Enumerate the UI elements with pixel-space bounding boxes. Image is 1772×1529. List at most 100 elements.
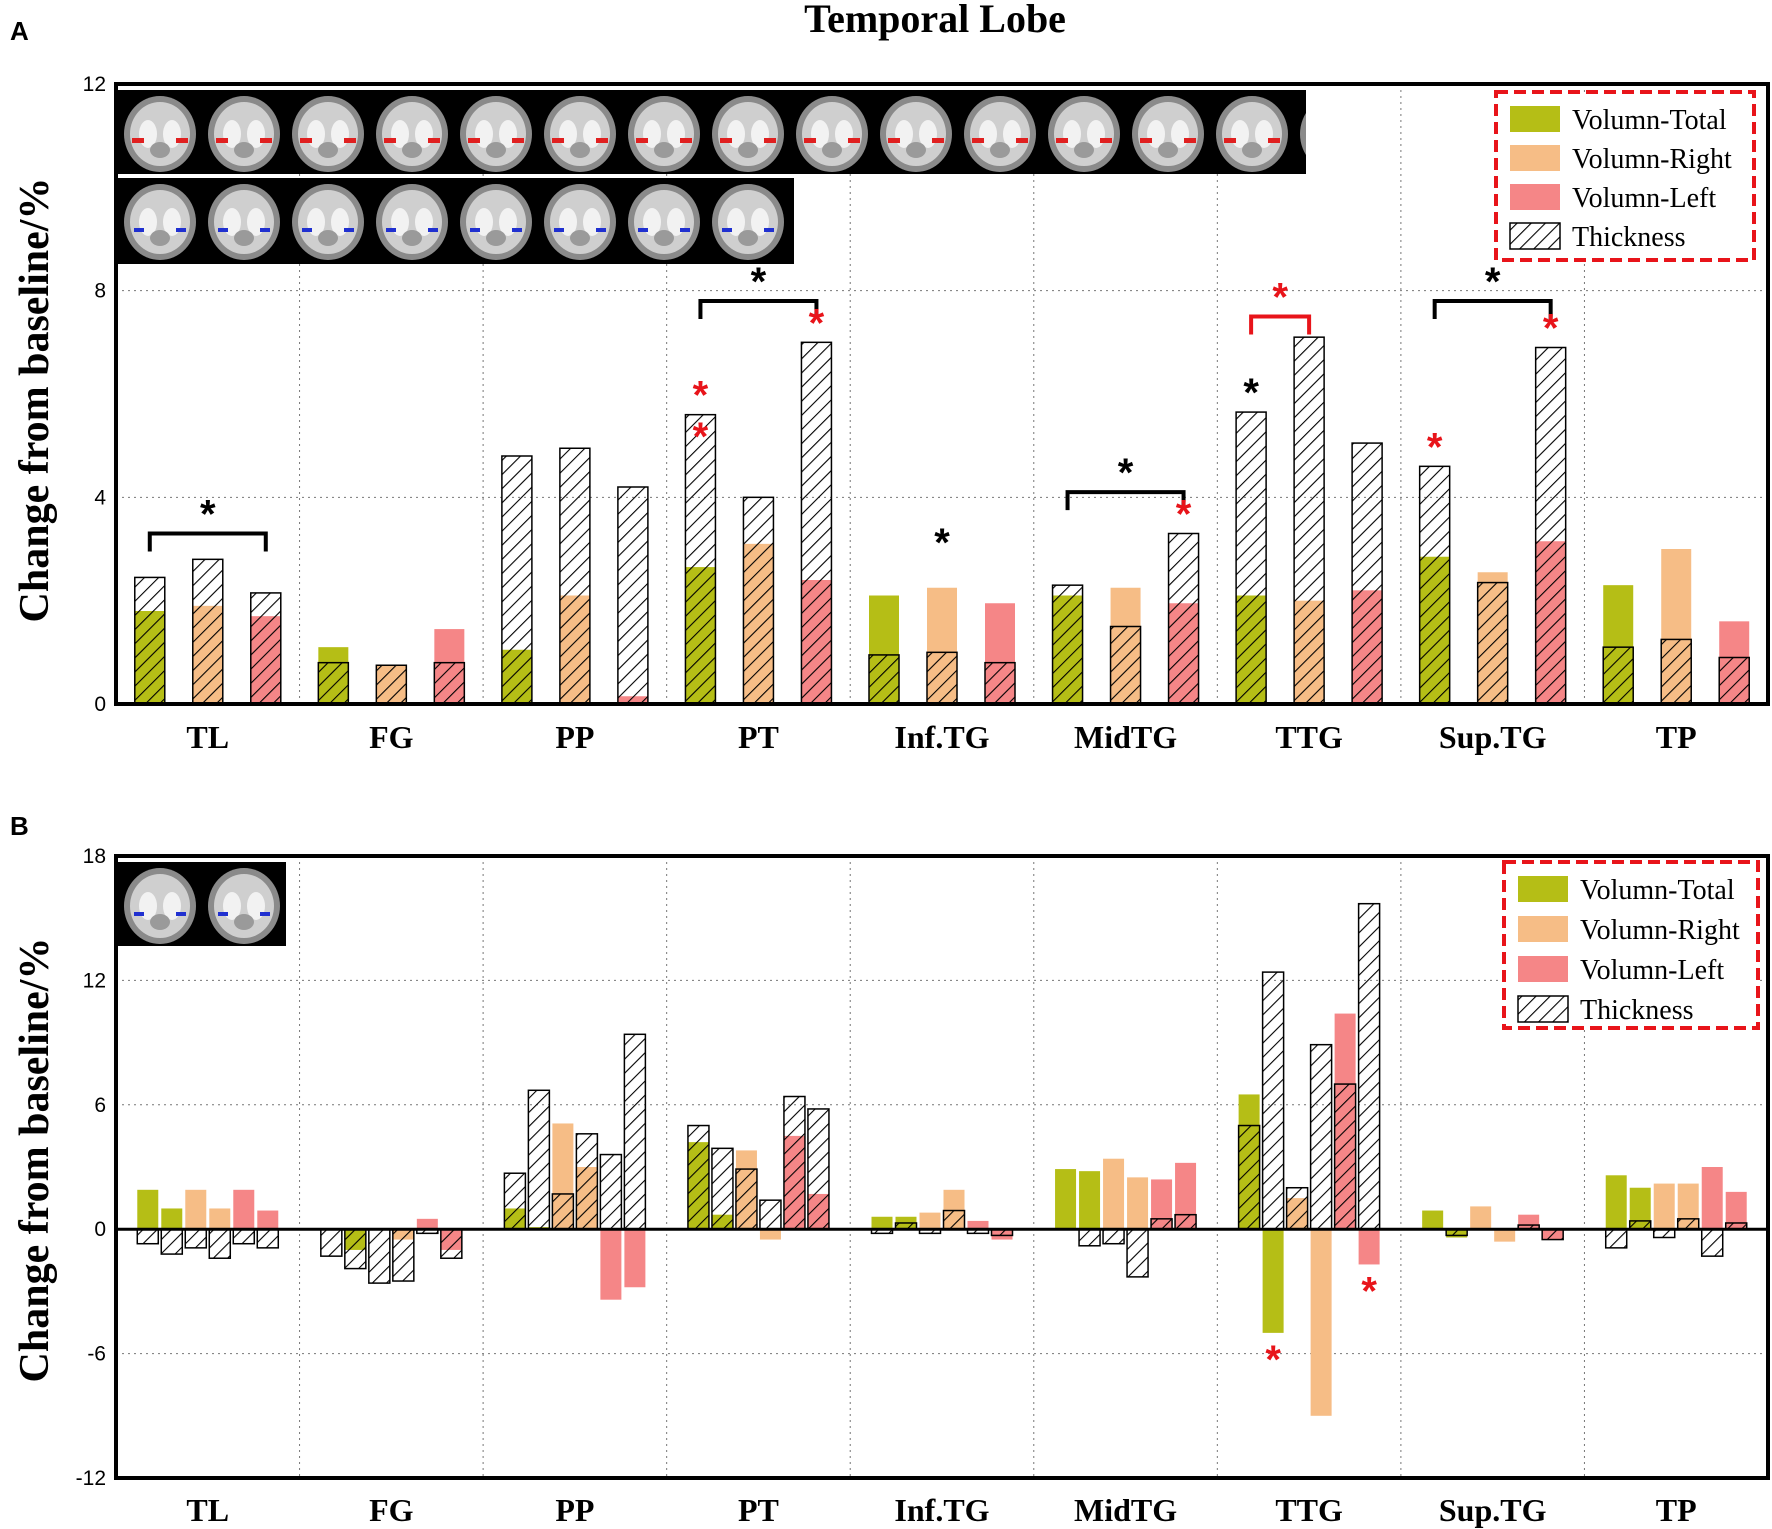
x-category-label: PT [738, 1492, 779, 1528]
x-category-label: PT [738, 719, 779, 755]
bar-volume [600, 1229, 622, 1300]
bar-thickness [1150, 1218, 1173, 1230]
bar-thickness [344, 1228, 367, 1270]
significance-bracket [1249, 314, 1312, 335]
bar-thickness [1534, 346, 1567, 705]
significance-star: * [1361, 1269, 1377, 1313]
bar-thickness [1167, 532, 1200, 705]
bar-volume [1175, 1162, 1197, 1230]
bar-volume [1310, 1229, 1332, 1416]
significance-star: * [1427, 425, 1443, 469]
y-tick-label: -6 [87, 1343, 106, 1366]
x-category-label: Inf.TG [894, 719, 989, 755]
significance-star: * [751, 260, 767, 304]
significance-star: * [934, 521, 950, 565]
bar-volume [1055, 1169, 1077, 1230]
bar-thickness [1541, 1228, 1564, 1241]
bar-volume [1422, 1210, 1444, 1230]
legend-label: Volumn-Left [1580, 955, 1724, 986]
bar-volume [1358, 1229, 1380, 1265]
bar-volume [209, 1208, 231, 1230]
bar-thickness [742, 496, 775, 705]
bar-volume [759, 1229, 781, 1240]
legend-swatch [1518, 956, 1568, 982]
legend-swatch [1517, 995, 1569, 1023]
x-category-label: TTG [1275, 719, 1343, 755]
legend-label: Thickness [1572, 222, 1686, 253]
chart-title: Temporal Lobe [804, 0, 1066, 41]
bar-volume [1103, 1158, 1125, 1230]
bar-thickness [1676, 1218, 1700, 1230]
x-category-label: Sup.TG [1439, 719, 1547, 755]
bar-volume [624, 1229, 646, 1288]
brain-mri-slice-icon [118, 90, 1306, 174]
bar-volume [1701, 1167, 1723, 1230]
chart-panel-b: -12 -6 0 6 12 18 * * TL FG PP PT Inf.TG MidTG TTG Sup.T… [76, 845, 1770, 1528]
bar-thickness [375, 664, 408, 705]
significance-star: * [693, 415, 709, 459]
legend-label: Volumn-Total [1580, 875, 1735, 906]
significance-star: * [1272, 276, 1288, 320]
x-category-label: FG [369, 1492, 414, 1528]
x-category-label: TP [1656, 1492, 1697, 1528]
significance-star: * [1485, 260, 1501, 304]
legend-swatch [1510, 184, 1560, 210]
bar-volume [1494, 1229, 1516, 1242]
bar-volume [1151, 1179, 1173, 1230]
y-tick-label: 6 [94, 1094, 106, 1117]
bar-volume [416, 1218, 438, 1230]
legend-label: Volumn-Right [1580, 915, 1740, 946]
bar-volume [1079, 1171, 1101, 1230]
bar-volume [1470, 1206, 1492, 1230]
bar-thickness [208, 1228, 232, 1259]
y-axis-label-a: Change from baseline/% [12, 178, 58, 623]
significance-star: * [1243, 371, 1259, 415]
legend-label: Volumn-Left [1572, 183, 1716, 214]
legend-swatch [1510, 145, 1560, 171]
bar-thickness [1602, 646, 1634, 705]
significance-star: * [693, 374, 709, 418]
significance-star: * [809, 301, 825, 345]
bar-thickness [1235, 411, 1267, 705]
bar-thickness [807, 1108, 830, 1230]
bar-thickness [392, 1228, 415, 1282]
x-category-label: TP [1656, 719, 1697, 755]
bar-volume [1653, 1183, 1675, 1230]
brain-mri-slice-icon [118, 862, 286, 946]
y-tick-label: 18 [83, 845, 106, 868]
x-category-label: Inf.TG [894, 1492, 989, 1528]
x-category-label: PP [555, 1492, 594, 1528]
bar-thickness [1102, 1228, 1125, 1245]
bar-volume [1127, 1177, 1149, 1230]
bar-thickness [575, 1133, 599, 1230]
bar-thickness [559, 447, 591, 705]
bar-thickness [1051, 584, 1084, 705]
bar-thickness [136, 1228, 160, 1245]
significance-bracket [698, 299, 819, 319]
bar-thickness [503, 1172, 527, 1230]
x-category-label: TL [186, 719, 229, 755]
x-category-label: MidTG [1074, 719, 1177, 755]
bar-thickness [1293, 336, 1325, 705]
bar-thickness [1126, 1228, 1149, 1278]
bar-thickness [1718, 656, 1750, 705]
significance-star: * [1176, 493, 1192, 537]
bar-thickness [184, 1228, 208, 1249]
bar-volume [161, 1208, 183, 1230]
bar-thickness [783, 1095, 806, 1230]
bar-thickness [256, 1228, 280, 1249]
panel-letter-b: B [10, 811, 29, 841]
bar-volume [1605, 1175, 1627, 1230]
y-tick-label: 12 [83, 969, 106, 992]
bar-volume [257, 1210, 279, 1230]
y-tick-label: 4 [94, 486, 106, 509]
significance-bracket [147, 531, 268, 552]
bar-thickness [232, 1228, 256, 1245]
x-category-label: Sup.TG [1439, 1492, 1547, 1528]
bar-thickness [1237, 1124, 1261, 1230]
bar-thickness [711, 1147, 734, 1230]
legend-label: Volumn-Total [1572, 105, 1727, 136]
y-tick-label: 0 [94, 1218, 106, 1241]
bar-thickness [134, 576, 166, 705]
